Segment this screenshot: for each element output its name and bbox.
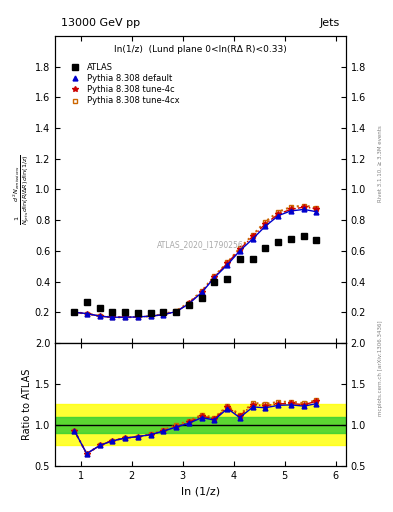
ATLAS — [135, 310, 140, 316]
Pythia 8.308 tune-4c — [161, 311, 165, 317]
Pythia 8.308 tune-4cx — [72, 309, 77, 315]
Pythia 8.308 default — [84, 310, 89, 316]
Pythia 8.308 tune-4cx — [84, 310, 89, 316]
Pythia 8.308 tune-4c — [225, 260, 230, 266]
Pythia 8.308 tune-4cx — [302, 202, 307, 209]
Text: 13000 GeV pp: 13000 GeV pp — [61, 18, 140, 28]
ATLAS — [186, 302, 191, 308]
ATLAS — [97, 305, 102, 311]
Y-axis label: $\frac{1}{N_{jets}}\frac{d^2 N_{emissions}}{d\ln(R/\Delta R)\,d\ln(1/z)}$: $\frac{1}{N_{jets}}\frac{d^2 N_{emission… — [11, 154, 32, 225]
Pythia 8.308 default — [225, 262, 230, 268]
ATLAS — [174, 308, 179, 314]
ATLAS — [84, 298, 89, 305]
ATLAS — [225, 276, 230, 283]
Text: Jets: Jets — [320, 18, 340, 28]
Pythia 8.308 tune-4cx — [97, 313, 102, 319]
ATLAS — [149, 310, 153, 316]
Pythia 8.308 default — [72, 309, 77, 315]
Pythia 8.308 tune-4c — [72, 309, 77, 315]
ATLAS — [251, 256, 255, 262]
Line: ATLAS: ATLAS — [72, 233, 319, 315]
Pythia 8.308 tune-4cx — [276, 209, 281, 215]
Text: mcplots.cern.ch [arXiv:1306.3436]: mcplots.cern.ch [arXiv:1306.3436] — [378, 321, 383, 416]
Pythia 8.308 tune-4cx — [225, 259, 230, 265]
Pythia 8.308 default — [161, 311, 165, 317]
Pythia 8.308 tune-4c — [135, 314, 140, 320]
Pythia 8.308 tune-4cx — [237, 245, 242, 251]
Line: Pythia 8.308 tune-4c: Pythia 8.308 tune-4c — [72, 204, 319, 320]
ATLAS — [110, 308, 114, 314]
Pythia 8.308 default — [135, 314, 140, 320]
Pythia 8.308 tune-4cx — [251, 231, 255, 238]
Pythia 8.308 tune-4c — [123, 314, 128, 321]
Legend: ATLAS, Pythia 8.308 default, Pythia 8.308 tune-4c, Pythia 8.308 tune-4cx: ATLAS, Pythia 8.308 default, Pythia 8.30… — [65, 61, 181, 107]
ATLAS — [200, 295, 204, 301]
Pythia 8.308 tune-4cx — [149, 313, 153, 319]
Pythia 8.308 default — [212, 274, 217, 281]
Pythia 8.308 tune-4cx — [135, 314, 140, 320]
Text: ln(1/z)  (Lund plane 0<ln(RΔ R)<0.33): ln(1/z) (Lund plane 0<ln(RΔ R)<0.33) — [114, 45, 287, 54]
ATLAS — [212, 280, 217, 286]
Pythia 8.308 tune-4c — [276, 211, 281, 217]
Pythia 8.308 tune-4cx — [288, 204, 293, 210]
Pythia 8.308 default — [123, 314, 128, 321]
Pythia 8.308 tune-4cx — [161, 311, 165, 317]
Pythia 8.308 default — [110, 314, 114, 321]
Pythia 8.308 tune-4cx — [110, 314, 114, 321]
Pythia 8.308 default — [314, 209, 319, 215]
Pythia 8.308 tune-4c — [174, 308, 179, 314]
Pythia 8.308 tune-4c — [97, 313, 102, 319]
Pythia 8.308 tune-4c — [186, 301, 191, 307]
ATLAS — [72, 309, 77, 315]
Pythia 8.308 default — [288, 208, 293, 214]
ATLAS — [276, 239, 281, 245]
Pythia 8.308 tune-4c — [251, 233, 255, 240]
Pythia 8.308 tune-4c — [212, 274, 217, 280]
Pythia 8.308 tune-4cx — [200, 288, 204, 294]
Bar — [55, 417, 346, 433]
Pythia 8.308 tune-4cx — [174, 308, 179, 314]
ATLAS — [314, 237, 319, 243]
Pythia 8.308 tune-4c — [84, 310, 89, 316]
Pythia 8.308 default — [174, 308, 179, 314]
Pythia 8.308 default — [186, 301, 191, 307]
Pythia 8.308 tune-4c — [200, 289, 204, 295]
Pythia 8.308 default — [263, 223, 268, 229]
ATLAS — [123, 309, 128, 315]
Line: Pythia 8.308 tune-4cx: Pythia 8.308 tune-4cx — [72, 203, 319, 319]
Pythia 8.308 tune-4c — [110, 314, 114, 321]
ATLAS — [263, 245, 268, 251]
Pythia 8.308 default — [200, 289, 204, 295]
ATLAS — [237, 256, 242, 262]
ATLAS — [288, 236, 293, 242]
Pythia 8.308 tune-4c — [314, 205, 319, 212]
Pythia 8.308 tune-4cx — [186, 300, 191, 306]
Pythia 8.308 tune-4c — [237, 246, 242, 252]
Pythia 8.308 default — [302, 206, 307, 212]
Pythia 8.308 tune-4c — [302, 204, 307, 210]
Text: Rivet 3.1.10, ≥ 3.3M events: Rivet 3.1.10, ≥ 3.3M events — [378, 125, 383, 202]
ATLAS — [161, 309, 165, 315]
Pythia 8.308 tune-4cx — [123, 314, 128, 321]
Pythia 8.308 default — [276, 212, 281, 219]
Bar — [55, 404, 346, 445]
Pythia 8.308 tune-4cx — [263, 219, 268, 225]
Pythia 8.308 default — [149, 313, 153, 319]
Pythia 8.308 default — [97, 313, 102, 319]
Pythia 8.308 tune-4c — [288, 206, 293, 212]
ATLAS — [302, 232, 307, 239]
Text: ATLAS_2020_I1790256: ATLAS_2020_I1790256 — [157, 240, 244, 249]
Line: Pythia 8.308 default: Pythia 8.308 default — [72, 207, 319, 319]
X-axis label: ln (1/z): ln (1/z) — [181, 486, 220, 496]
Pythia 8.308 tune-4cx — [212, 273, 217, 280]
Pythia 8.308 default — [251, 236, 255, 242]
Pythia 8.308 tune-4c — [263, 221, 268, 227]
Pythia 8.308 tune-4c — [149, 313, 153, 319]
Y-axis label: Ratio to ATLAS: Ratio to ATLAS — [22, 369, 32, 440]
Pythia 8.308 tune-4cx — [314, 204, 319, 210]
Pythia 8.308 default — [237, 248, 242, 254]
